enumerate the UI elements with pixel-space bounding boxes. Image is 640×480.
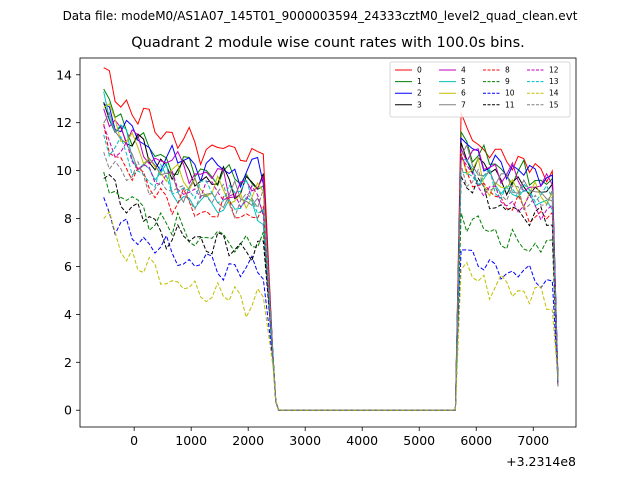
series-line-11 [103, 174, 559, 411]
y-tick-label: 2 [64, 355, 72, 370]
series-line-10 [103, 197, 559, 411]
series-line-6 [103, 102, 559, 411]
series-line-2 [103, 103, 559, 411]
legend-label-9: 9 [505, 77, 510, 86]
y-tick-label: 12 [56, 115, 72, 130]
series-line-14 [103, 210, 559, 411]
axes-frame [79, 57, 577, 428]
y-tick-label: 8 [64, 211, 72, 226]
legend-label-0: 0 [417, 66, 422, 75]
x-tick-label: 7000 [517, 433, 549, 448]
legend-label-10: 10 [505, 89, 515, 98]
y-tick-label: 4 [64, 307, 72, 322]
x-axis-offset-label: +3.2314e8 [506, 454, 576, 469]
series-line-15 [103, 151, 559, 411]
x-tick-label: 6000 [460, 433, 492, 448]
series-line-13 [103, 134, 559, 411]
legend-label-15: 15 [549, 100, 559, 109]
series-line-1 [103, 88, 559, 411]
y-tick-label: 14 [56, 67, 72, 82]
series-layer [103, 67, 559, 411]
legend-label-1: 1 [417, 77, 422, 86]
series-line-3 [103, 102, 559, 411]
legend-label-2: 2 [417, 89, 422, 98]
legend-label-8: 8 [505, 66, 510, 75]
legend-label-5: 5 [461, 77, 466, 86]
legend-label-14: 14 [549, 89, 559, 98]
x-tick-label: 5000 [403, 433, 435, 448]
y-tick-label: 10 [56, 163, 72, 178]
x-tick-label: 4000 [346, 433, 378, 448]
y-tick-label: 0 [64, 403, 72, 418]
legend-label-7: 7 [461, 100, 466, 109]
x-tick-label: 2000 [232, 433, 264, 448]
series-line-9 [103, 171, 559, 411]
legend-label-13: 13 [549, 77, 559, 86]
chart-title: Quadrant 2 module wise count rates with … [131, 35, 525, 51]
legend-label-11: 11 [505, 100, 515, 109]
x-tick-label: 3000 [289, 433, 321, 448]
y-tick-label: 6 [64, 259, 72, 274]
legend-label-12: 12 [549, 66, 559, 75]
x-tick-label: 0 [130, 433, 138, 448]
figure-suptitle: Data file: modeM0/AS1A07_145T01_90000035… [62, 9, 578, 23]
x-tick-label: 1000 [175, 433, 207, 448]
legend-box [389, 61, 571, 118]
legend-label-6: 6 [461, 89, 466, 98]
series-line-0 [103, 67, 559, 411]
legend-label-3: 3 [417, 100, 422, 109]
legend-label-4: 4 [461, 66, 466, 75]
